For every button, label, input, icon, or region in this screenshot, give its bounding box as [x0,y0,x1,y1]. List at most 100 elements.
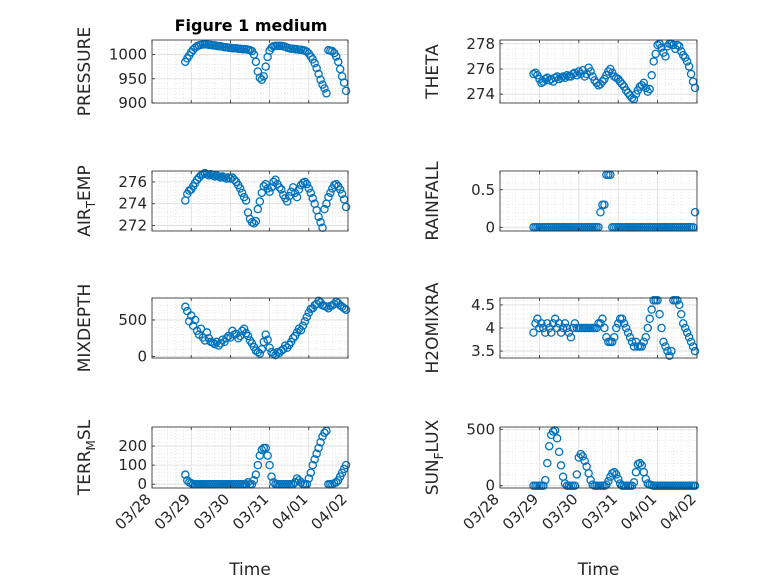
data-point [314,69,323,79]
data-point [543,319,552,328]
data-point [296,478,306,487]
data-point [641,474,651,484]
data-point [308,460,317,470]
data-point [560,319,570,328]
data-point [684,62,694,71]
y-axis-label-main: SUN [423,459,443,495]
subplot-second-right: 0 0.5 RAINFALL [423,161,700,241]
y-tick-label: 278 [466,35,495,53]
data-point [210,339,219,349]
y-axis-label: PRESSURE [75,27,95,116]
data-point [545,441,554,451]
y-axis-label-tail: LUX [423,419,443,452]
data-point [255,73,265,83]
y-axis-label-subscript: F [432,452,446,459]
data-point [330,299,339,309]
data-point [222,333,231,343]
data-point [611,470,621,479]
data-point [331,179,341,189]
data-point [566,332,576,342]
data-point [627,337,637,347]
data-point [655,309,664,319]
data-point [261,62,270,71]
y-axis-label-main: TERR [75,450,95,496]
y-tick-label: 276 [466,60,495,78]
y-axis-label: RAINFALL [423,161,443,241]
data-point [558,323,568,333]
data-point [281,341,290,350]
data-point [690,481,700,490]
data-point [286,187,296,196]
data-point [282,197,292,206]
data-point [308,194,317,203]
data-point [621,323,631,333]
data-point [316,437,325,447]
data-point [578,452,587,461]
y-tick-label: 500 [118,311,147,329]
y-tick-label: 3.5 [471,342,495,360]
data-point [190,315,200,325]
data-point [680,323,690,333]
data-point [243,331,253,341]
y-tick-label: 950 [118,70,147,88]
subplot-top-right: 274 276 278 THETA [423,35,700,104]
data-point [335,185,345,194]
data-point [684,332,694,342]
data-point [598,77,607,86]
y-axis-label: THETA [423,44,443,100]
data-point [541,74,550,84]
y-axis-label: AIRTEMP [75,165,98,236]
data-point [263,335,272,344]
data-point [690,83,700,93]
axes-box [151,170,349,232]
data-point [304,474,314,483]
subplot-third-left: 0 500 MIXDEPTH [75,284,351,372]
data-point [218,335,227,344]
data-point [271,175,280,184]
data-point [552,434,562,443]
data-point [529,328,538,337]
data-point [639,337,649,347]
data-point [341,202,351,212]
y-axis-label: H2OMIXRA [423,282,443,373]
y-tick-label: 0 [137,348,147,366]
data-point [288,333,298,343]
y-axis-label-tail: EMP [75,165,95,201]
data-point [196,324,206,333]
y-tick-label: 4 [485,319,495,337]
data-point [312,449,321,458]
y-axis-label-subscript: M [84,440,98,450]
data-point [235,184,245,193]
data-point [552,72,562,81]
data-point [302,179,312,189]
data-point [529,69,538,79]
data-point [608,337,617,347]
data-point [310,59,319,68]
data-point [267,43,276,53]
data-point [568,323,578,333]
data-point [657,43,666,52]
y-axis-label: SUNFLUX [423,419,446,495]
data-point [267,472,276,481]
data-point [316,218,325,227]
data-point [686,337,696,347]
data-point [598,314,607,324]
data-point [320,428,329,437]
data-point [294,185,304,194]
data-point [341,305,351,314]
y-tick-label: 500 [466,420,495,438]
data-point [651,49,660,59]
data-point [341,86,351,96]
data-point [580,456,589,466]
data-point [253,460,263,470]
subplot-third-right: 3.5 4 4.5 H2OMIXRA [423,282,700,374]
y-tick-label: 274 [118,195,147,213]
data-point [635,458,645,468]
data-point [639,78,649,88]
data-point [328,46,337,56]
y-tick-label: 1000 [109,46,147,64]
data-point [269,478,278,487]
data-point [314,212,323,222]
y-axis-label-subscript: T [84,200,98,209]
